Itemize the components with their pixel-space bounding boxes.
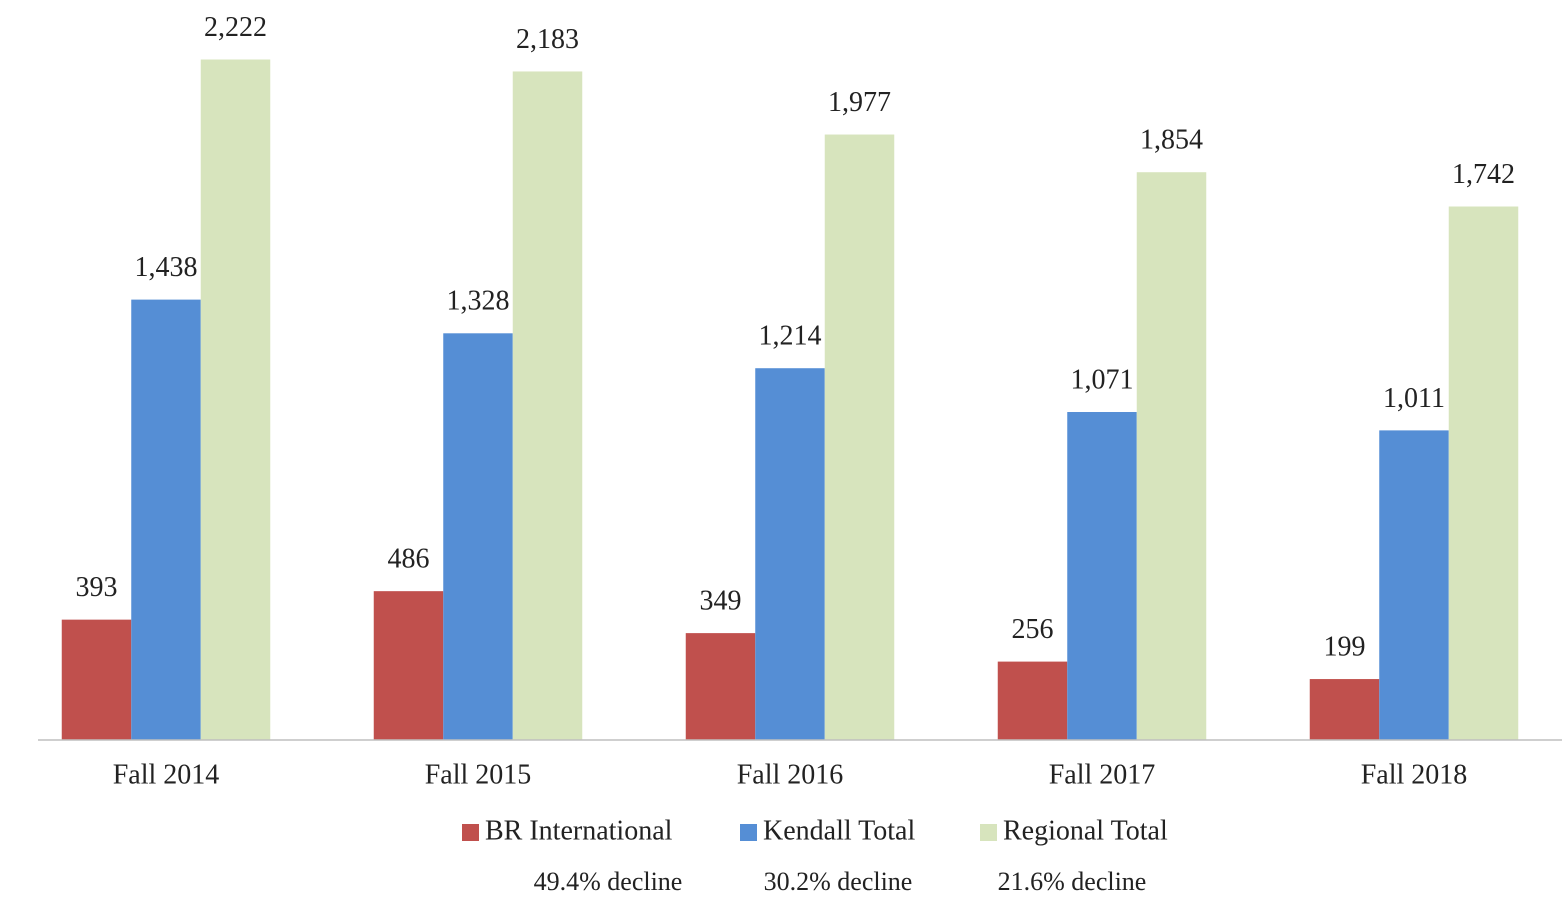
annotation: 49.4% decline bbox=[534, 867, 683, 896]
legend-swatch bbox=[462, 824, 479, 841]
legend-label: BR International bbox=[485, 815, 673, 846]
bar bbox=[997, 661, 1068, 740]
data-label: 2,222 bbox=[204, 12, 267, 43]
bar bbox=[824, 134, 895, 740]
data-label: 1,438 bbox=[135, 252, 198, 283]
legend-swatch bbox=[740, 824, 757, 841]
bar bbox=[755, 368, 825, 740]
data-label: 1,011 bbox=[1383, 383, 1445, 414]
data-label: 393 bbox=[76, 572, 118, 603]
legend-label: Regional Total bbox=[1003, 815, 1168, 846]
bar bbox=[1136, 172, 1207, 740]
bar bbox=[131, 299, 201, 740]
data-label: 1,071 bbox=[1071, 364, 1134, 395]
bar bbox=[61, 619, 132, 740]
bar bbox=[200, 59, 271, 740]
bar bbox=[685, 633, 756, 740]
data-label: 349 bbox=[700, 586, 742, 617]
bar bbox=[512, 71, 583, 741]
x-tick-label: Fall 2015 bbox=[425, 759, 532, 790]
data-label: 1,214 bbox=[759, 321, 822, 352]
data-label: 2,183 bbox=[516, 24, 579, 55]
x-tick-label: Fall 2014 bbox=[113, 759, 220, 790]
x-tick-label: Fall 2017 bbox=[1049, 759, 1156, 790]
legend-swatch bbox=[980, 824, 997, 841]
annotation: 21.6% decline bbox=[998, 867, 1147, 896]
data-label: 1,742 bbox=[1452, 159, 1515, 190]
annotation: 30.2% decline bbox=[764, 867, 913, 896]
legend-label: Kendall Total bbox=[763, 815, 915, 846]
bar bbox=[443, 333, 513, 740]
data-label: 1,977 bbox=[828, 87, 891, 118]
bar bbox=[1309, 679, 1380, 740]
x-tick-label: Fall 2018 bbox=[1361, 759, 1468, 790]
data-label: 1,854 bbox=[1140, 125, 1203, 156]
data-label: 1,328 bbox=[447, 286, 510, 317]
x-tick-label: Fall 2016 bbox=[737, 759, 844, 790]
data-label: 256 bbox=[1012, 614, 1054, 645]
data-label: 199 bbox=[1324, 631, 1366, 662]
bar bbox=[373, 591, 444, 740]
data-label: 486 bbox=[388, 544, 430, 575]
bar bbox=[1379, 430, 1449, 740]
bar bbox=[1448, 206, 1519, 740]
bar bbox=[1067, 412, 1137, 740]
